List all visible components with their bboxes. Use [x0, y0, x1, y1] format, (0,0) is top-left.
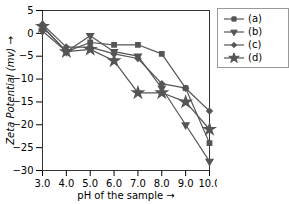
- html-text:(b): (b): [248, 26, 263, 37]
- svg-text:7.0: 7.0: [130, 178, 146, 189]
- svg-text:−5: −5: [19, 50, 34, 61]
- svg-text:4.0: 4.0: [58, 178, 74, 189]
- svg-text:5.0: 5.0: [82, 178, 98, 189]
- html-text:(a): (a): [248, 13, 262, 24]
- svg-text:8.0: 8.0: [154, 178, 170, 189]
- svg-text:−25: −25: [12, 141, 34, 153]
- svg-text:−10: −10: [12, 73, 34, 85]
- svg-text:6.0: 6.0: [106, 178, 122, 189]
- svg-text:0: 0: [27, 28, 33, 39]
- svg-text:9.0: 9.0: [178, 178, 194, 189]
- svg-text:10.0: 10.0: [198, 178, 217, 189]
- svg-text:Zeta Potential (mv) →: Zeta Potential (mv) →: [5, 36, 16, 146]
- svg-text:5: 5: [27, 5, 33, 16]
- svg-text:3.0: 3.0: [35, 178, 51, 189]
- html-text:(c): (c): [248, 39, 262, 50]
- svg-text:−20: −20: [12, 119, 34, 130]
- html-text:(d): (d): [248, 52, 263, 63]
- svg-text:−15: −15: [12, 96, 34, 108]
- svg-text:pH of the sample →: pH of the sample →: [77, 190, 174, 201]
- svg-text:−30: −30: [12, 165, 33, 176]
